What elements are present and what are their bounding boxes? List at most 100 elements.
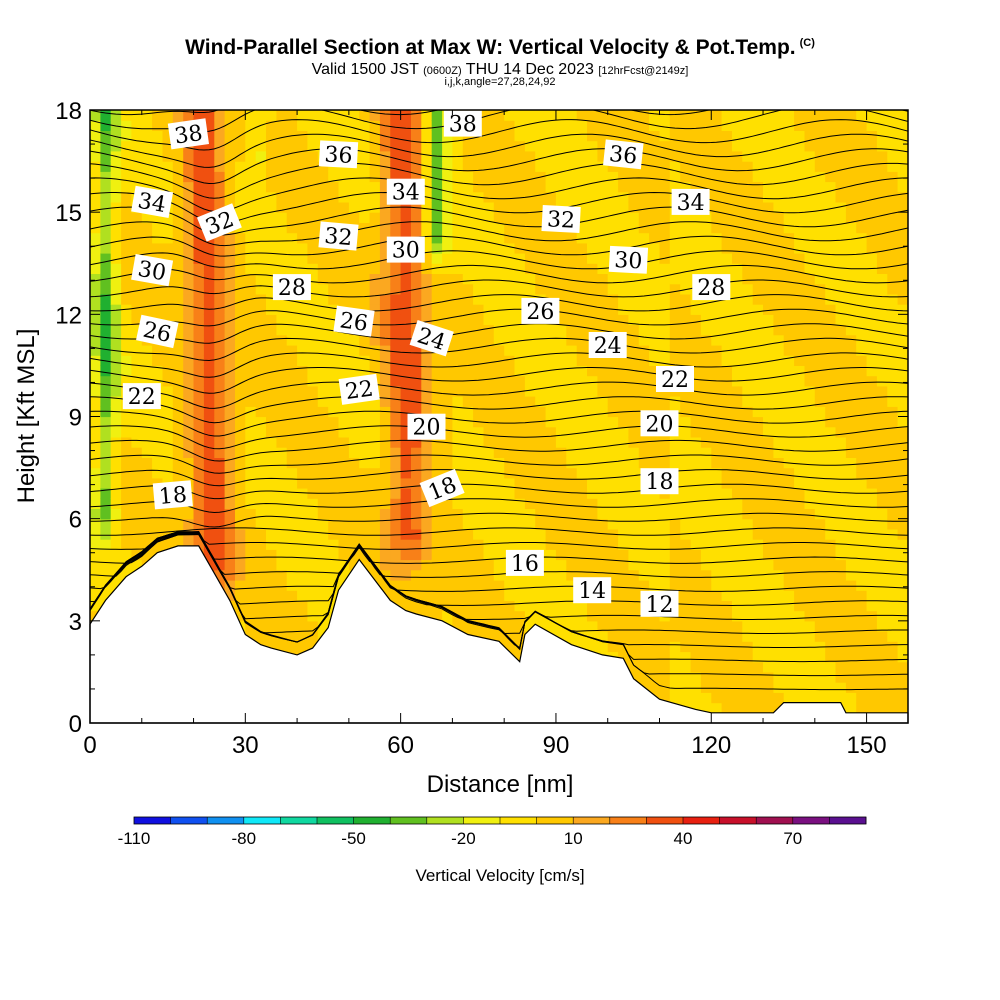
field-cell — [162, 355, 174, 366]
field-cell — [628, 181, 640, 193]
field-cell — [514, 242, 526, 254]
field-cell — [493, 580, 505, 591]
field-cell — [742, 345, 754, 356]
field-cell — [452, 161, 464, 172]
field-cell — [825, 150, 837, 162]
field-cell — [421, 314, 433, 326]
field-cell — [742, 263, 754, 274]
field-cell — [587, 600, 598, 612]
field-cell — [752, 253, 764, 264]
field-cell — [763, 365, 774, 377]
field-cell — [742, 201, 754, 213]
field-cell — [255, 375, 267, 387]
field-cell — [152, 436, 164, 448]
field-cell — [442, 161, 454, 172]
field-cell — [576, 641, 588, 653]
field-cell — [711, 447, 723, 458]
y-tick-label: 18 — [55, 98, 82, 125]
field-cell — [110, 232, 122, 244]
field-cell — [794, 600, 806, 612]
field-cell — [752, 457, 764, 469]
field-cell — [752, 692, 764, 704]
field-cell — [172, 110, 184, 121]
field-cell — [338, 181, 350, 193]
field-cell — [535, 161, 547, 172]
field-cell — [752, 130, 764, 142]
field-cell — [856, 641, 868, 653]
isentrope-label: 20 — [407, 413, 446, 441]
field-cell — [607, 569, 619, 581]
field-cell — [514, 293, 526, 305]
field-cell — [152, 518, 164, 530]
field-cell — [825, 508, 837, 520]
field-cell — [545, 488, 557, 499]
field-cell — [773, 641, 785, 653]
field-cell — [545, 447, 557, 458]
field-cell — [763, 580, 774, 591]
field-cell — [504, 242, 516, 254]
field-cell — [752, 467, 764, 479]
field-cell — [669, 212, 681, 223]
field-cell — [742, 488, 754, 499]
isentrope-label-text: 30 — [136, 257, 168, 286]
field-cell — [411, 396, 422, 407]
field-cell — [452, 528, 464, 540]
field-cell — [214, 406, 226, 418]
field-cell — [328, 436, 340, 448]
field-cell — [576, 528, 588, 540]
field-cell — [794, 498, 806, 509]
field-cell — [328, 406, 340, 418]
field-cell — [442, 528, 454, 540]
field-cell — [804, 171, 816, 183]
field-cell — [421, 345, 433, 356]
field-cell — [390, 283, 402, 295]
field-cell — [255, 549, 267, 561]
field-cell — [618, 559, 630, 571]
field-cell — [493, 436, 505, 448]
field-cell — [794, 120, 806, 131]
field-cell — [897, 375, 908, 387]
field-cell — [856, 477, 868, 489]
field-cell — [203, 120, 215, 131]
field-cell — [504, 488, 516, 499]
field-cell — [121, 355, 133, 366]
field-cell — [535, 345, 547, 356]
field-cell — [462, 385, 474, 397]
field-cell — [224, 549, 236, 561]
isentrope-label: 30 — [608, 245, 649, 275]
field-cell — [763, 620, 774, 632]
field-cell — [462, 416, 474, 428]
field-cell — [245, 569, 257, 581]
field-cell — [442, 406, 454, 418]
field-cell — [276, 120, 288, 131]
field-cell — [442, 590, 454, 601]
field-cell — [618, 273, 630, 285]
field-cell — [555, 385, 567, 397]
field-cell — [700, 314, 712, 326]
field-cell — [825, 661, 837, 673]
field-cell — [856, 283, 868, 295]
field-cell — [700, 181, 712, 193]
field-cell — [431, 559, 443, 571]
field-cell — [535, 488, 547, 499]
field-cell — [348, 293, 360, 305]
field-cell — [835, 161, 847, 172]
field-cell — [835, 253, 847, 264]
field-cell — [607, 365, 619, 377]
field-cell — [255, 436, 267, 448]
field-cell — [235, 518, 246, 530]
field-cell — [866, 651, 878, 663]
field-cell — [431, 304, 443, 315]
field-cell — [628, 191, 640, 203]
field-cell — [483, 130, 495, 142]
field-cell — [680, 120, 692, 131]
field-cell — [431, 293, 443, 305]
field-cell — [680, 242, 692, 254]
field-cell — [317, 539, 329, 550]
field-cell — [307, 375, 319, 387]
field-cell — [338, 539, 350, 550]
field-cell — [597, 222, 609, 234]
field-cell — [587, 232, 598, 244]
field-cell — [462, 457, 474, 469]
field-cell — [224, 508, 236, 520]
